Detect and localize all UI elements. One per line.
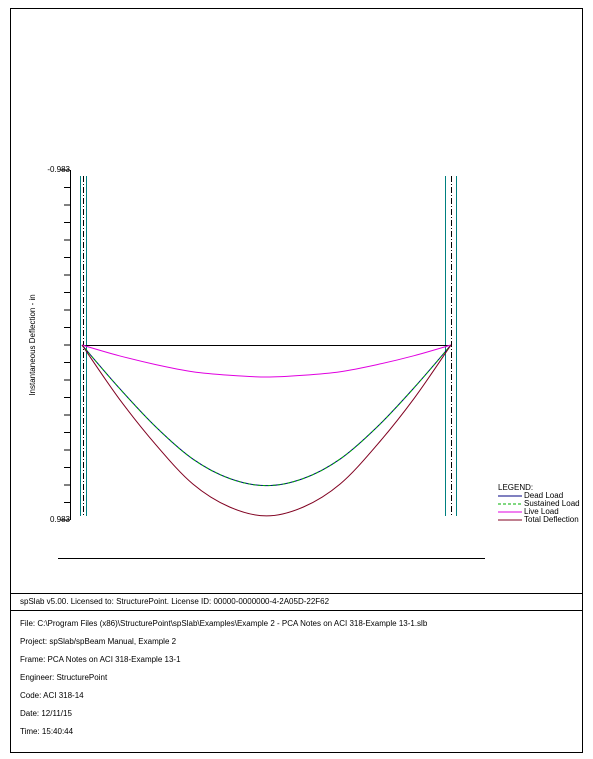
series-line xyxy=(81,344,452,487)
y-axis-label: Instantaneous Deflection - in xyxy=(28,294,37,395)
footer-line: Code: ACI 318-14 xyxy=(20,691,84,700)
footer-line: Frame: PCA Notes on ACI 318-Example 13-1 xyxy=(20,655,181,664)
footer: spSlab v5.00. Licensed to: StructurePoin… xyxy=(20,597,428,736)
legend-label: Total Deflection xyxy=(524,515,579,524)
series-line xyxy=(81,344,452,378)
footer-line: Engineer: StructurePoint xyxy=(20,673,108,682)
frame xyxy=(10,8,583,753)
y-tick-label: -0.983 xyxy=(47,165,70,174)
legend-title: LEGEND: xyxy=(498,483,533,492)
footer-line: Project: spSlab/spBeam Manual, Example 2 xyxy=(20,637,177,646)
footer-line: Date: 12/11/15 xyxy=(20,709,72,718)
series-line xyxy=(81,344,452,487)
legend-label: Sustained Load xyxy=(524,499,580,508)
series-line xyxy=(81,344,452,517)
supports xyxy=(80,176,457,516)
license: spSlab v5.00. Licensed to: StructurePoin… xyxy=(20,597,330,606)
legend-label: Live Load xyxy=(524,507,559,516)
legend-label: Dead Load xyxy=(524,491,563,500)
footer-line: Time: 15:40:44 xyxy=(20,727,74,736)
footer-line: File: C:\Program Files (x86)\StructurePo… xyxy=(20,619,428,628)
